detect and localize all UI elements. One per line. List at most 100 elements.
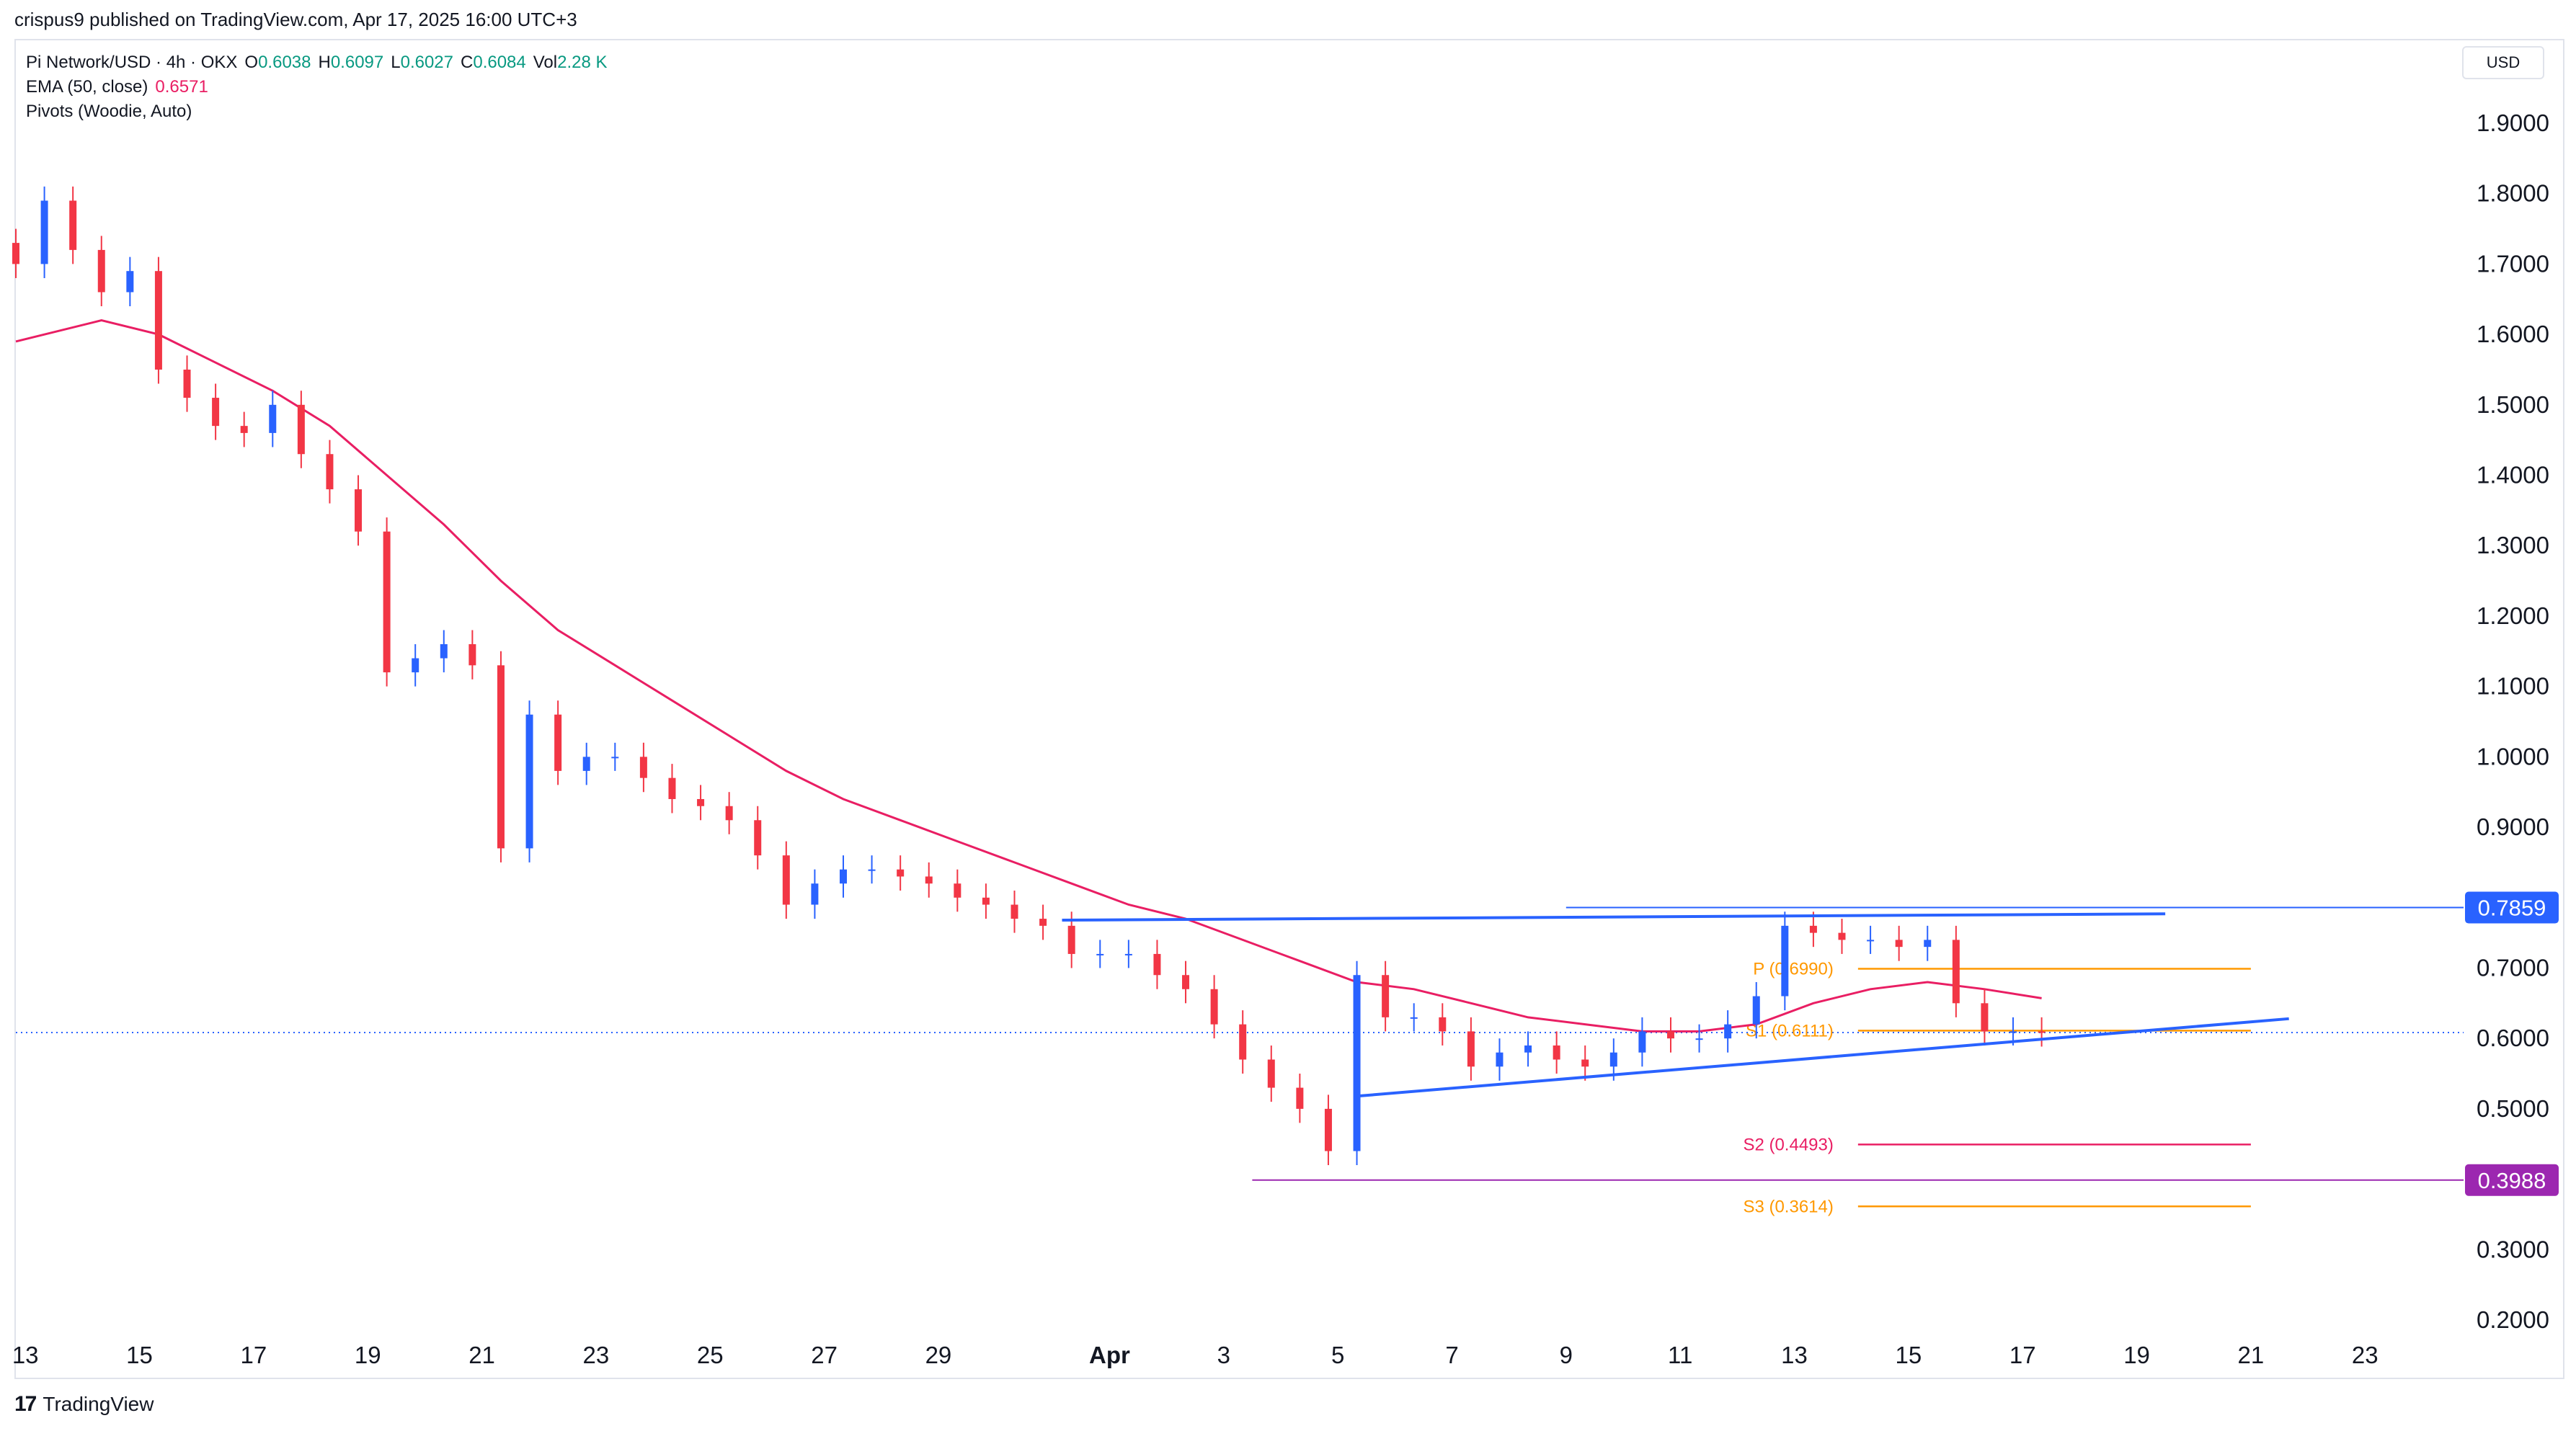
candle-body[interactable] bbox=[40, 200, 48, 264]
y-tick-label: 1.0000 bbox=[2477, 743, 2549, 770]
candle-body[interactable] bbox=[868, 869, 876, 871]
candle-body[interactable] bbox=[126, 271, 134, 293]
candle-body[interactable] bbox=[1666, 1031, 1674, 1039]
candle-body[interactable] bbox=[982, 897, 990, 905]
trendline[interactable] bbox=[1356, 1017, 2289, 1098]
candle-body[interactable] bbox=[1410, 1017, 1418, 1019]
candle-body[interactable] bbox=[468, 644, 476, 666]
y-tick-label: 0.9000 bbox=[2477, 813, 2549, 840]
candle-body[interactable] bbox=[782, 855, 790, 905]
candle-body[interactable] bbox=[240, 426, 248, 433]
legend-ema-row[interactable]: EMA (50, close) 0.6571 bbox=[26, 75, 608, 99]
candle-body[interactable] bbox=[1039, 919, 1047, 926]
candle-body[interactable] bbox=[1924, 940, 1932, 948]
x-tick-label: 9 bbox=[1560, 1342, 1573, 1368]
x-tick-label: 19 bbox=[355, 1342, 381, 1368]
candle-body[interactable] bbox=[1182, 975, 1190, 989]
legend-volume-label: Vol bbox=[533, 53, 558, 72]
candle-body[interactable] bbox=[1382, 975, 1390, 1017]
candle-body[interactable] bbox=[1439, 1017, 1447, 1032]
candle-body[interactable] bbox=[212, 398, 220, 427]
candle-body[interactable] bbox=[497, 665, 505, 849]
candle-body[interactable] bbox=[269, 404, 277, 433]
y-tick-label: 1.4000 bbox=[2477, 462, 2549, 489]
y-tick-label: 1.8000 bbox=[2477, 180, 2549, 207]
candle-body[interactable] bbox=[668, 777, 676, 799]
candle-body[interactable] bbox=[1153, 953, 1161, 976]
publisher-line: crispus9 published on TradingView.com, A… bbox=[14, 9, 577, 30]
candle-body[interactable] bbox=[183, 369, 191, 398]
price-badge bbox=[2465, 891, 2559, 924]
legend-pivots-row[interactable]: Pivots (Woodie, Auto) bbox=[26, 99, 608, 124]
legend-symbol[interactable]: Pi Network/USD · 4h · OKX bbox=[26, 53, 238, 72]
x-tick-label: Apr bbox=[1089, 1342, 1130, 1368]
candle-body[interactable] bbox=[954, 883, 961, 898]
candle-body[interactable] bbox=[725, 806, 733, 821]
candle-body[interactable] bbox=[697, 798, 705, 806]
candle-body[interactable] bbox=[925, 876, 933, 884]
candle-body[interactable] bbox=[1324, 1108, 1332, 1151]
candle-body[interactable] bbox=[297, 404, 305, 455]
legend-low-label: L bbox=[391, 53, 401, 72]
candle-body[interactable] bbox=[69, 200, 77, 250]
candle-body[interactable] bbox=[326, 454, 334, 490]
candle-body[interactable] bbox=[1011, 904, 1018, 919]
legend-ema-value: 0.6571 bbox=[155, 77, 208, 97]
candle-body[interactable] bbox=[1752, 996, 1760, 1025]
candle-body[interactable] bbox=[1553, 1045, 1560, 1060]
candle-body[interactable] bbox=[754, 820, 762, 856]
currency-selector[interactable]: USD bbox=[2462, 46, 2544, 79]
candle-body[interactable] bbox=[1210, 989, 1218, 1025]
candle-body[interactable] bbox=[1638, 1031, 1646, 1053]
candle-body[interactable] bbox=[1239, 1024, 1247, 1060]
chart-frame[interactable] bbox=[14, 39, 2564, 1379]
y-tick-label: 1.2000 bbox=[2477, 602, 2549, 629]
candle-body[interactable] bbox=[582, 757, 590, 771]
candle-body[interactable] bbox=[2009, 1031, 2017, 1033]
ema-line[interactable] bbox=[15, 319, 2042, 1033]
candle-body[interactable] bbox=[1695, 1038, 1703, 1040]
candle-body[interactable] bbox=[839, 869, 847, 884]
candle-body[interactable] bbox=[355, 489, 363, 532]
candle-body[interactable] bbox=[525, 714, 533, 849]
candle-body[interactable] bbox=[1952, 940, 1960, 1004]
candle-body[interactable] bbox=[1895, 940, 1903, 948]
candle-body[interactable] bbox=[1867, 940, 1875, 942]
candle-body[interactable] bbox=[1496, 1052, 1504, 1067]
candle-body[interactable] bbox=[97, 249, 105, 293]
candle-body[interactable] bbox=[1296, 1087, 1304, 1109]
x-tick-label: 17 bbox=[2009, 1342, 2036, 1368]
candle-body[interactable] bbox=[1267, 1059, 1275, 1088]
candle-body[interactable] bbox=[811, 883, 819, 905]
pivot-label: S1 (0.6111) bbox=[1746, 1021, 1834, 1040]
x-tick-label: 7 bbox=[1445, 1342, 1458, 1368]
candle-body[interactable] bbox=[897, 869, 905, 877]
candle-body[interactable] bbox=[1609, 1052, 1617, 1067]
candle-body[interactable] bbox=[12, 243, 19, 264]
candle-body[interactable] bbox=[1467, 1031, 1475, 1067]
candle-body[interactable] bbox=[1067, 925, 1075, 954]
candle-body[interactable] bbox=[1353, 975, 1361, 1151]
candle-body[interactable] bbox=[440, 644, 448, 659]
candle-body[interactable] bbox=[1724, 1024, 1732, 1039]
candle-body[interactable] bbox=[1809, 925, 1817, 933]
candle-body[interactable] bbox=[1838, 932, 1846, 940]
candle-body[interactable] bbox=[1581, 1059, 1589, 1067]
trendline[interactable] bbox=[1062, 912, 2166, 922]
y-tick-label: 0.6000 bbox=[2477, 1025, 2549, 1051]
candle-body[interactable] bbox=[611, 757, 619, 759]
candle-body[interactable] bbox=[639, 757, 647, 778]
candle-body[interactable] bbox=[554, 714, 562, 771]
y-tick-label: 1.6000 bbox=[2477, 321, 2549, 347]
candle-body[interactable] bbox=[2038, 1031, 2046, 1033]
candle-body[interactable] bbox=[412, 658, 419, 673]
candle-body[interactable] bbox=[154, 271, 162, 370]
candle-body[interactable] bbox=[1096, 953, 1104, 955]
candle-body[interactable] bbox=[1981, 1003, 1989, 1032]
price-badge-label: 0.3988 bbox=[2478, 1168, 2546, 1193]
candle-body[interactable] bbox=[383, 531, 391, 673]
candle-body[interactable] bbox=[1524, 1045, 1532, 1053]
candle-body[interactable] bbox=[1781, 925, 1789, 997]
candle-body[interactable] bbox=[1124, 953, 1132, 955]
